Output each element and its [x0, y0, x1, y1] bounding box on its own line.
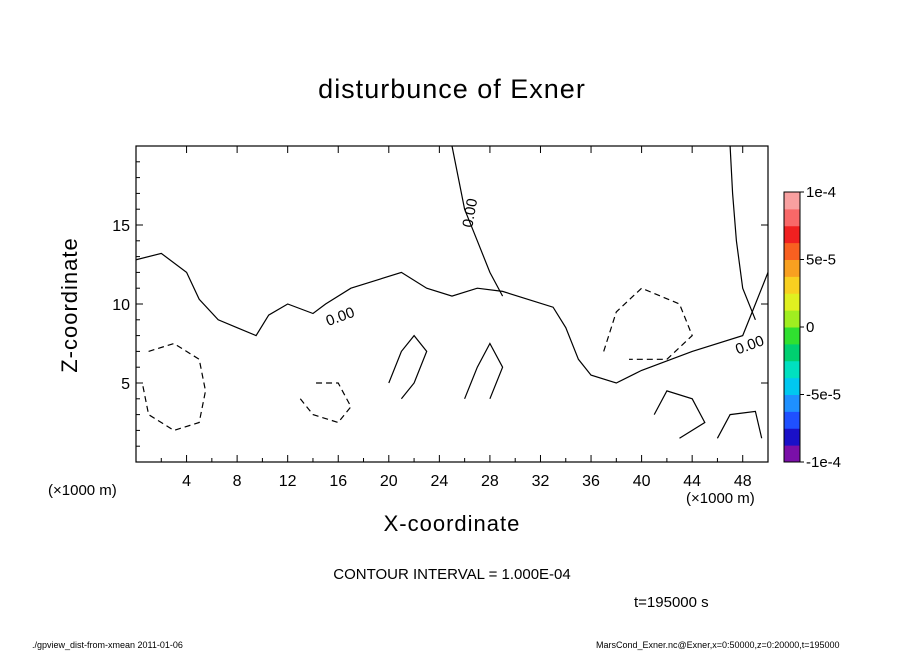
contour-line-1 — [451, 146, 504, 297]
time-label: t=195000 s — [634, 594, 709, 611]
masked-region-5 — [249, 414, 288, 462]
colorbar-swatch — [784, 192, 800, 210]
x-tick-label: 8 — [233, 473, 242, 490]
x-axis-label: X-coordinate — [383, 511, 521, 536]
colorbar-swatch — [784, 377, 800, 395]
footer-script: ./gpview_dist-from-xmean 2011-01-06 — [32, 640, 183, 650]
masked-region-3 — [603, 232, 718, 368]
colorbar-tick-label: -1e-4 — [806, 454, 841, 471]
colorbar-swatch — [784, 327, 800, 345]
x-tick-label: 20 — [380, 473, 398, 490]
contour-line-4 — [603, 287, 693, 360]
contour-line-2 — [729, 146, 756, 321]
contour-line-6 — [388, 334, 428, 400]
contour-line-3 — [141, 342, 207, 432]
contour-line-9 — [716, 410, 763, 439]
colorbar-swatch — [784, 293, 800, 311]
x-tick-label: 48 — [734, 473, 752, 490]
y-tick-label: 15 — [112, 218, 130, 235]
colorbar-swatch — [784, 343, 800, 362]
x-tick-label: 16 — [329, 473, 347, 490]
colorbar-swatch — [784, 445, 800, 463]
colorbar-swatch — [784, 276, 800, 294]
colorbar-swatch — [784, 259, 800, 277]
colorbar-tick-label: 5e-5 — [806, 252, 836, 269]
colorbar-swatch — [784, 225, 800, 244]
colorbar-swatch — [784, 428, 800, 446]
colorbar-swatch — [784, 208, 800, 227]
masked-region-1 — [186, 280, 263, 328]
contour-line-7 — [464, 342, 504, 400]
colorbar-swatch — [784, 360, 800, 379]
contour-interval: CONTOUR INTERVAL = 1.000E-04 — [333, 566, 571, 583]
contour-lines — [136, 146, 768, 439]
masked-region-0 — [136, 311, 238, 462]
y-axis-label: Z-coordinate — [57, 237, 82, 373]
colorbar-swatch — [784, 242, 800, 260]
contour-label: 0.00 — [459, 197, 481, 229]
y-axis: 5 10 15 — [112, 161, 768, 447]
x-tick-label: 44 — [683, 473, 701, 490]
colorbar: 1e-4 5e-5 0 -5e-5 -1e-4 — [783, 184, 841, 471]
contour-line-0 — [136, 252, 768, 384]
colorbar-tick-label: -5e-5 — [806, 387, 841, 404]
y-tick-label: 10 — [112, 297, 130, 314]
colorbar-tick-label: 0 — [806, 319, 814, 336]
x-tick-label: 28 — [481, 473, 499, 490]
masked-region-4 — [616, 383, 768, 462]
footer-source: MarsCond_Exner.nc@Exner,x=0:50000,z=0:20… — [596, 640, 840, 650]
colorbar-swatch — [784, 394, 800, 412]
x-tick-label: 24 — [430, 473, 448, 490]
x-unit-label-right: (×1000 m) — [686, 490, 755, 507]
x-tick-label: 12 — [279, 473, 297, 490]
masked-region-2 — [350, 304, 503, 462]
colorbar-swatch — [784, 310, 800, 328]
x-axis: 4 8 12 16 20 24 28 32 36 40 44 48 — [160, 146, 752, 490]
contour-line-8 — [653, 390, 706, 439]
x-tick-label: 36 — [582, 473, 600, 490]
masked-region-6 — [312, 398, 364, 462]
x-unit-label-left: (×1000 m) — [48, 482, 117, 499]
x-tick-label: 32 — [532, 473, 550, 490]
x-tick-label: 40 — [633, 473, 651, 490]
x-tick-label: 4 — [182, 473, 191, 490]
heatmap-field — [136, 146, 768, 462]
colorbar-tick-label: 1e-4 — [806, 184, 836, 201]
colorbar-swatch — [784, 411, 800, 429]
y-tick-label: 5 — [121, 376, 130, 393]
chart-title: disturbunce of Exner — [318, 74, 586, 104]
